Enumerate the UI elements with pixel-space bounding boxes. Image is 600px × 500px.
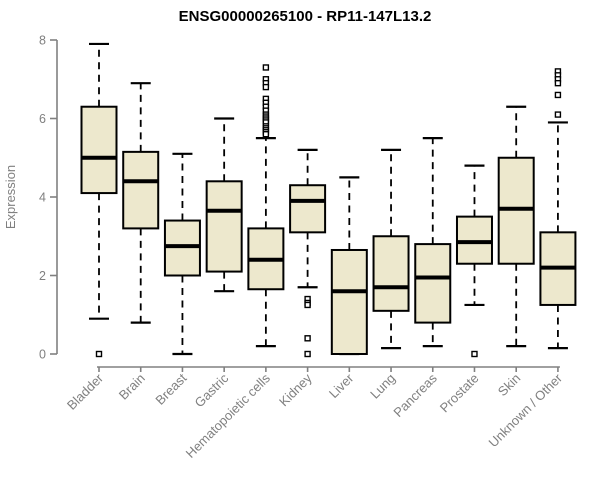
iqr-box bbox=[122, 150, 160, 230]
box-brain bbox=[122, 82, 160, 324]
outlier-point bbox=[554, 79, 562, 87]
box-series bbox=[80, 42, 577, 358]
box-skin bbox=[497, 105, 535, 348]
x-category-label-gastric: Gastric bbox=[192, 370, 232, 410]
outlier-point bbox=[554, 111, 562, 118]
x-category-label-kidney: Kidney bbox=[276, 370, 315, 409]
y-axis-title: Expression bbox=[3, 165, 18, 229]
x-category-label-liver: Liver bbox=[326, 370, 357, 401]
chart-title: ENSG00000265100 - RP11-147L13.2 bbox=[179, 8, 432, 25]
y-tick-label: 8 bbox=[39, 34, 46, 48]
x-category-label-prostate: Prostate bbox=[437, 371, 482, 416]
box-hematopoietic-cells bbox=[247, 64, 285, 348]
box-gastric bbox=[205, 117, 243, 293]
y-tick-label: 6 bbox=[39, 112, 46, 126]
x-category-label-breast: Breast bbox=[152, 370, 189, 407]
x-category-label-lung: Lung bbox=[367, 371, 398, 402]
x-category-label-bladder: Bladder bbox=[64, 370, 107, 413]
y-tick-label: 4 bbox=[39, 191, 46, 205]
box-bladder bbox=[80, 42, 118, 358]
outlier-point bbox=[262, 83, 270, 91]
y-tick-label: 0 bbox=[39, 348, 46, 362]
iqr-box bbox=[330, 248, 368, 355]
x-category-label-unknown-other: Unknown / Other bbox=[485, 370, 565, 450]
x-category-label-brain: Brain bbox=[116, 371, 148, 403]
box-pancreas bbox=[414, 137, 452, 348]
iqr-box bbox=[205, 180, 243, 273]
x-category-label-skin: Skin bbox=[495, 371, 523, 399]
outlier-point bbox=[262, 130, 270, 138]
outlier-point bbox=[262, 64, 270, 71]
box-unknown-other bbox=[539, 68, 577, 350]
box-breast bbox=[163, 152, 201, 356]
x-category-label-pancreas: Pancreas bbox=[390, 370, 440, 420]
outlier-point bbox=[304, 301, 311, 309]
outlier-point bbox=[471, 350, 478, 358]
box-lung bbox=[372, 148, 410, 350]
outlier-point bbox=[304, 335, 311, 342]
outlier-point bbox=[304, 350, 311, 358]
iqr-box bbox=[414, 243, 452, 324]
box-kidney bbox=[289, 148, 327, 358]
box-prostate bbox=[455, 164, 493, 358]
outlier-point bbox=[95, 350, 103, 358]
y-tick-label: 2 bbox=[39, 269, 46, 283]
iqr-box bbox=[80, 105, 118, 195]
iqr-box bbox=[372, 235, 410, 312]
outlier-point bbox=[554, 91, 562, 99]
box-liver bbox=[330, 176, 368, 356]
iqr-box bbox=[289, 184, 327, 234]
y-axis: 0 2 4 6 8 bbox=[39, 34, 58, 362]
